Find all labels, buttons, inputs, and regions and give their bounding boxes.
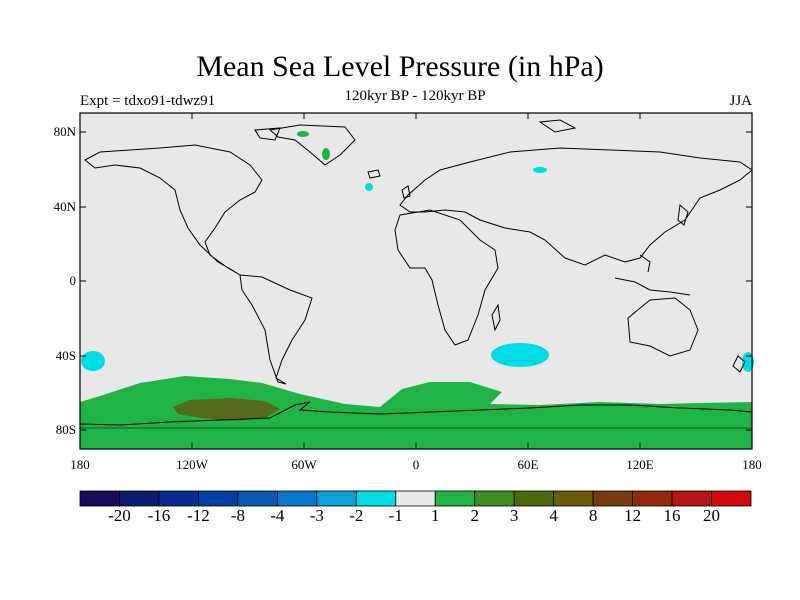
colorbar-label: -4: [270, 506, 285, 525]
colorbar-label: 20: [703, 506, 721, 525]
lat-tick-label: 80S: [55, 422, 76, 437]
lon-tick-label: 60W: [291, 457, 317, 472]
colorbar-label: -8: [230, 506, 245, 525]
season-label: JJA: [729, 93, 752, 109]
colorbar-label: 3: [509, 506, 519, 525]
colorbar-label: -12: [187, 506, 210, 525]
colorbar-swatch: [513, 490, 555, 507]
lon-tick-label: 180: [742, 457, 762, 472]
negative-anomaly-region: [533, 167, 547, 173]
colorbar-swatch: [316, 490, 357, 507]
colorbar-swatch: [395, 490, 436, 507]
colorbar-label: -1: [388, 506, 403, 525]
axis-ticks: [80, 113, 752, 449]
colorbar-swatch: [671, 490, 712, 507]
colorbar-swatch: [119, 490, 160, 507]
colorbar-swatch: [237, 490, 278, 507]
colorbar-label: 8: [588, 506, 598, 525]
colorbar-swatch: [592, 490, 633, 507]
colorbar-swatch: [355, 490, 397, 507]
colorbar-label: 2: [470, 506, 479, 525]
colorbar-label: -3: [309, 506, 324, 525]
colorbar-swatch: [79, 490, 120, 507]
period-subtitle: 120kyr BP - 120kyr BP: [344, 88, 486, 104]
lat-tick-label: 40N: [53, 199, 76, 214]
colorbar-swatch: [276, 490, 318, 507]
negative-anomaly-region: [742, 352, 754, 372]
colorbar-swatch: [158, 490, 199, 507]
colorbar-label: 12: [624, 506, 642, 525]
lon-tick-label: 60E: [517, 457, 539, 472]
lon-tick-label: 0: [412, 457, 420, 472]
colorbar-label: 1: [430, 506, 440, 525]
colorbar-swatch: [553, 490, 594, 507]
positive-anomaly-region: [322, 148, 330, 160]
colorbar-label: -2: [349, 506, 364, 525]
negative-anomaly-region: [365, 183, 373, 191]
colorbar-label: 16: [663, 506, 681, 525]
colorbar-swatch: [711, 490, 752, 507]
lon-tick-label: 120E: [626, 457, 654, 472]
colorbar-swatch: [198, 490, 239, 507]
map-title: Mean Sea Level Pressure (in hPa): [196, 50, 604, 83]
lon-tick-label: 120W: [176, 457, 208, 472]
positive-anomaly-region: [297, 131, 309, 137]
colorbar-label: 4: [549, 506, 558, 525]
strong-anomaly-region: [173, 398, 280, 421]
negative-anomaly-region: [81, 351, 105, 371]
lat-tick-label: 0: [69, 273, 77, 288]
experiment-label: Expt = tdxo91-tdwz91: [80, 93, 216, 109]
colorbar-swatch: [632, 490, 673, 507]
colorbar-label: -20: [108, 506, 131, 525]
coastlines: [79, 119, 753, 429]
negative-anomaly-region: [491, 343, 549, 367]
colorbar-label: -16: [147, 506, 171, 525]
colorbar-swatch: [474, 490, 515, 507]
lat-tick-label: 40S: [55, 348, 76, 363]
lon-tick-label: 180: [70, 457, 90, 472]
colorbar-swatch: [434, 490, 476, 507]
lat-tick-label: 80N: [53, 124, 76, 139]
